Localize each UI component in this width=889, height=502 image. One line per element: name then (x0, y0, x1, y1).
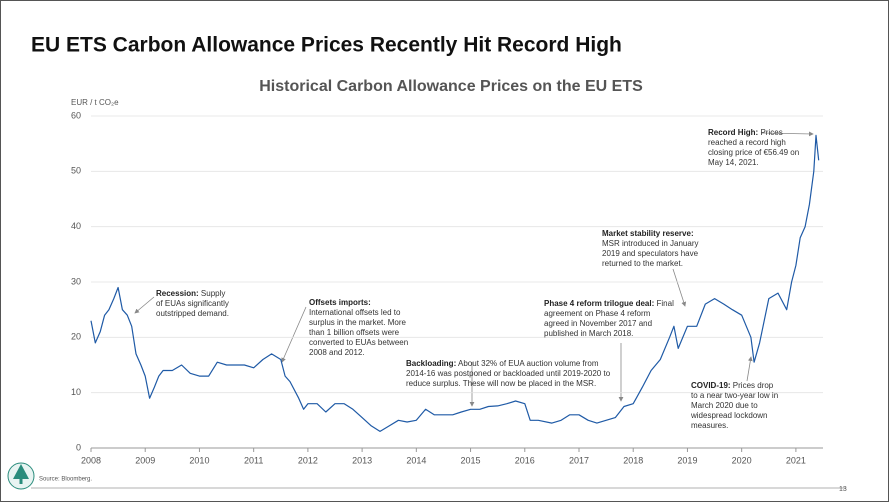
y-axis-label: EUR / t CO₂e (71, 98, 119, 107)
x-tick-label: 2011 (244, 455, 263, 465)
x-tick-label: 2014 (406, 455, 426, 465)
annotation-label: Record High: (708, 128, 759, 137)
x-tick-label: 2018 (623, 455, 643, 465)
y-tick-label: 30 (71, 276, 81, 286)
slide-title: EU ETS Carbon Allowance Prices Recently … (31, 34, 622, 57)
x-tick-label: 2013 (352, 455, 372, 465)
annotation-text: About 32% of EUA auction volume from 201… (406, 359, 611, 388)
annotation-text: Prices drop to a near two-year low in Ma… (691, 381, 779, 430)
y-tick-label: 10 (71, 387, 81, 397)
annotation: Record High: Prices reached a record hig… (708, 128, 803, 168)
annotation-label: COVID-19: (691, 381, 731, 390)
annotation-text: Final agreement on Phase 4 reform agreed… (544, 299, 674, 338)
annotation: Offsets imports: International offsets l… (309, 298, 411, 358)
annotation-text: Prices reached a record high closing pri… (708, 128, 800, 167)
x-tick-label: 2010 (189, 455, 209, 465)
annotation-label: Recession: (156, 289, 199, 298)
y-tick-label: 60 (71, 110, 81, 120)
x-tick-label: 2016 (515, 455, 535, 465)
annotation: Phase 4 reform trilogue deal: Final agre… (544, 299, 676, 339)
y-tick-label: 50 (71, 166, 81, 176)
annotation-label: Offsets imports: (309, 298, 371, 307)
annotation-label: Backloading: (406, 359, 457, 368)
annotation-text: MSR introduced in January 2019 and specu… (602, 239, 699, 268)
annotation: Recession: Supply of EUAs significantly … (156, 289, 234, 319)
x-tick-label: 2021 (786, 455, 806, 465)
annotation: Market stability reserve: MSR introduced… (602, 229, 702, 269)
x-tick-label: 2009 (135, 455, 155, 465)
x-tick-label: 2015 (461, 455, 481, 465)
annotation-label: Phase 4 reform trilogue deal: (544, 299, 655, 308)
annotation-label: Market stability reserve: (602, 229, 694, 238)
annotation: COVID-19: Prices drop to a near two-year… (691, 381, 781, 431)
source: Source: Bloomberg. (39, 477, 92, 483)
y-tick-label: 40 (71, 221, 81, 231)
page-number: 13 (839, 486, 847, 493)
annotation-arrows (134, 131, 814, 407)
x-tick-label: 2017 (569, 455, 589, 465)
y-tick-label: 20 (71, 332, 81, 342)
annotation-text: Supply of EUAs significantly outstripped… (156, 289, 229, 318)
x-tick-label: 2020 (732, 455, 752, 465)
y-tick-label: 0 (76, 442, 81, 452)
x-tick-label: 2012 (298, 455, 318, 465)
annotation-text: International offsets led to surplus in … (309, 308, 409, 357)
chart-title: Historical Carbon Allowance Prices on th… (259, 78, 643, 95)
x-tick-label: 2019 (677, 455, 697, 465)
price-line (90, 134, 820, 432)
logo (7, 462, 35, 490)
annotation: Backloading: About 32% of EUA auction vo… (406, 359, 611, 389)
x-tick-label: 2008 (81, 455, 101, 465)
